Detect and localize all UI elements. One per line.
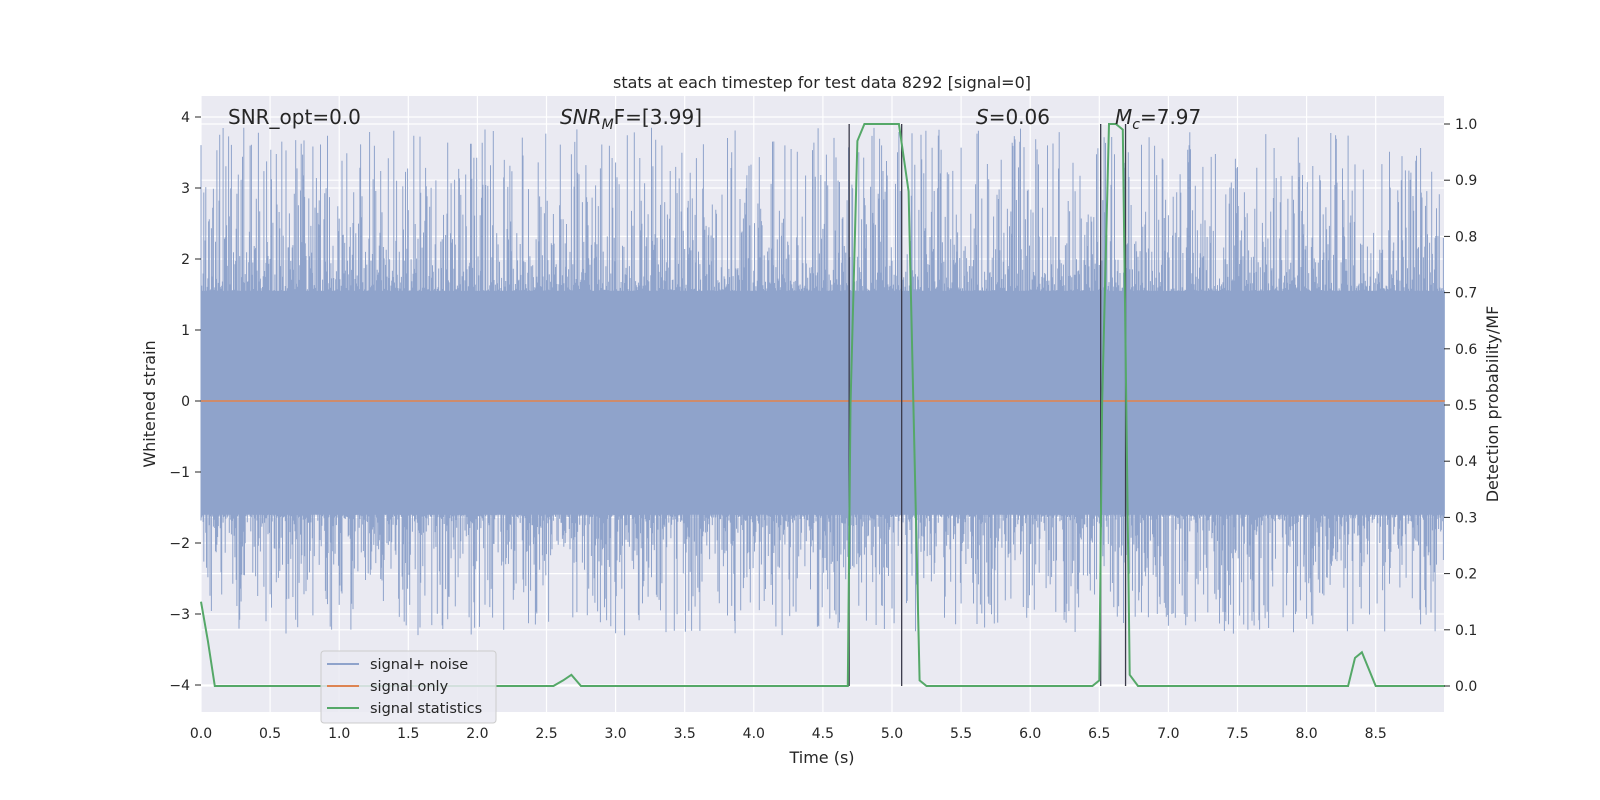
x-tick-label: 7.5 <box>1226 726 1248 742</box>
y-tick-label: −3 <box>169 607 190 623</box>
y2-tick-label: 0.5 <box>1455 398 1477 414</box>
y2-tick-labels: 1.0 0.9 0.8 0.7 0.6 0.5 0.4 0.3 0.2 0.1 0.0 <box>1444 117 1477 695</box>
y-tick-label: 1 <box>181 323 190 339</box>
y-axis-label: Whitened strain <box>140 340 159 467</box>
x-tick-label: 2.5 <box>535 726 557 742</box>
stats-line <box>200 123 1445 687</box>
legend-label-stats: signal statistics <box>370 701 482 717</box>
y2-tick-label: 0.1 <box>1455 623 1477 639</box>
y-tick-label: 0 <box>181 394 190 410</box>
x-tick-label: 1.5 <box>397 726 419 742</box>
x-tick-label: 7.0 <box>1157 726 1179 742</box>
legend-label-noise: signal+ noise <box>370 657 468 673</box>
x-tick-label: 3.5 <box>674 726 696 742</box>
snr-mf-main: SNR <box>560 105 602 129</box>
x-tick-labels: 0.0 0.5 1.0 1.5 2.0 2.5 3.0 3.5 4.0 4.5 5.0 5.5 6.0 6… <box>190 726 1387 742</box>
x-tick-label: 0.0 <box>190 726 212 742</box>
x-axis-label: Time (s) <box>788 748 854 767</box>
noise-series <box>200 127 1445 636</box>
y-tick-label: −2 <box>169 536 190 552</box>
snr-mf-tail: F=[3.99] <box>614 105 702 129</box>
stats-series <box>200 123 1445 687</box>
x-tick-label: 5.0 <box>881 726 903 742</box>
x-tick-label: 8.0 <box>1295 726 1317 742</box>
s-annotation: S=0.06 <box>976 105 1050 129</box>
y2-axis-label: Detection probability/MF <box>1483 306 1502 503</box>
y2-tick-label: 0.7 <box>1455 286 1477 302</box>
x-tick-label: 0.5 <box>259 726 281 742</box>
y2-tick-label: 0.0 <box>1455 679 1477 695</box>
x-tick-label: 6.0 <box>1019 726 1041 742</box>
x-tick-label: 3.0 <box>604 726 626 742</box>
x-tick-label: 2.0 <box>466 726 488 742</box>
mc-annotation: Mc=7.97 <box>1115 105 1201 133</box>
snr-mf-sub: M <box>602 117 614 133</box>
y-tick-label: −1 <box>169 465 190 481</box>
y-tick-labels: 4 3 2 1 0 −1 −2 −3 −4 <box>169 110 201 694</box>
y2-tick-label: 0.3 <box>1455 510 1477 526</box>
legend-label-signal: signal only <box>370 679 449 695</box>
x-tick-label: 6.5 <box>1088 726 1110 742</box>
y-tick-label: 4 <box>181 110 190 126</box>
snr-opt-annotation: SNR_opt=0.0 <box>228 105 361 129</box>
chart-title: stats at each timestep for test data 829… <box>613 73 1031 92</box>
mc-tail: =7.97 <box>1140 105 1201 129</box>
y2-tick-label: 1.0 <box>1455 117 1477 133</box>
snr-mf-annotation: SNRMF=[3.99] <box>560 105 702 133</box>
x-tick-label: 4.5 <box>812 726 834 742</box>
legend-box <box>320 650 497 724</box>
noise-spikes <box>200 127 1445 636</box>
y-tick-label: 3 <box>181 181 190 197</box>
x-tick-label: 8.5 <box>1365 726 1387 742</box>
y2-tick-label: 0.9 <box>1455 173 1477 189</box>
y-tick-label: −4 <box>169 678 190 694</box>
y-tick-label: 2 <box>181 252 190 268</box>
s-tail: =0.06 <box>989 105 1050 129</box>
y2-tick-label: 0.6 <box>1455 342 1477 358</box>
legend: signal+ noise signal only signal statist… <box>320 650 497 724</box>
mc-main: M <box>1115 105 1132 129</box>
s-main: S <box>976 105 989 129</box>
y2-tick-label: 0.2 <box>1455 567 1477 583</box>
x-tick-label: 1.0 <box>328 726 350 742</box>
mc-sub: c <box>1132 117 1140 133</box>
y2-tick-label: 0.8 <box>1455 229 1477 245</box>
x-tick-label: 5.5 <box>950 726 972 742</box>
x-tick-label: 4.0 <box>743 726 765 742</box>
y2-tick-label: 0.4 <box>1455 454 1477 470</box>
